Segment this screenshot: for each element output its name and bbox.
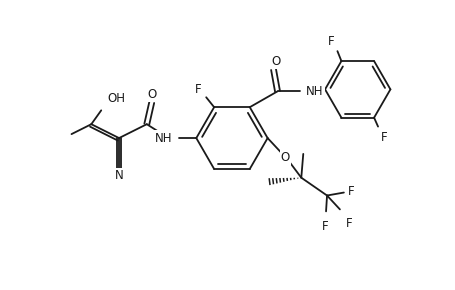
- Text: F: F: [195, 83, 201, 96]
- Text: F: F: [328, 35, 334, 48]
- Text: F: F: [347, 185, 354, 198]
- Text: NH: NH: [306, 85, 323, 98]
- Text: F: F: [321, 220, 328, 233]
- Text: O: O: [280, 151, 289, 164]
- Text: O: O: [147, 88, 156, 101]
- Text: F: F: [345, 217, 351, 230]
- Text: NH: NH: [155, 132, 172, 145]
- Text: N: N: [114, 169, 123, 182]
- Text: OH: OH: [107, 92, 125, 105]
- Text: O: O: [270, 55, 279, 68]
- Text: F: F: [380, 131, 386, 144]
